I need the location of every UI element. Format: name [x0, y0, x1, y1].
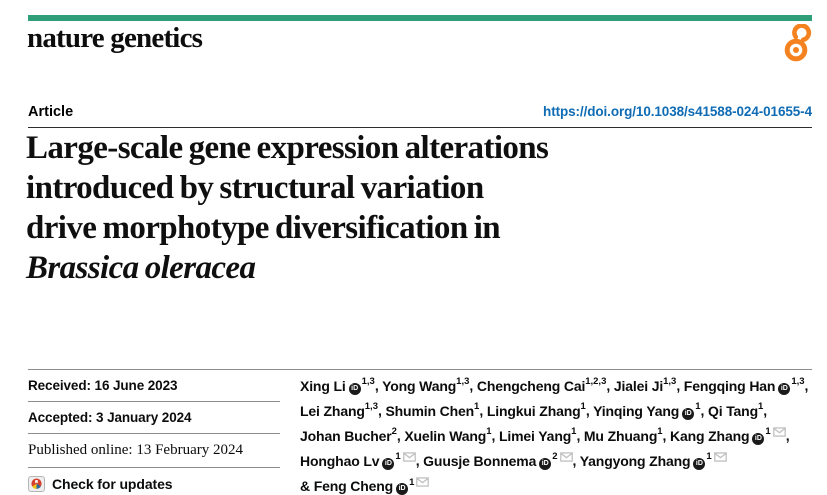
email-icon[interactable] — [416, 477, 430, 487]
orcid-icon[interactable]: iD — [539, 458, 552, 471]
affiliation-superscript: 1 — [409, 476, 415, 488]
open-access-icon — [783, 23, 813, 62]
author-list: Xing Li iD1,3, Yong Wang1,3, Chengcheng C… — [300, 376, 809, 495]
author: Lei Zhang1,3 — [300, 401, 378, 419]
accepted-date: Accepted: 3 January 2024 — [28, 402, 280, 434]
author: Johan Bucher2 — [300, 426, 397, 444]
author: Kang Zhang iD1 — [670, 426, 786, 445]
title-species-italic: Brassica oleracea — [26, 250, 256, 286]
affiliation-superscript: 1 — [474, 401, 480, 413]
affiliation-superscript: 2 — [391, 426, 397, 438]
author: Mu Zhuang1 — [583, 426, 663, 444]
affiliation-superscript: 1,3 — [791, 376, 805, 387]
affiliation-superscript: 1 — [571, 426, 577, 438]
author: Limei Yang1 — [498, 426, 577, 444]
title-line-1: Large-scale gene expression alterations — [26, 130, 549, 166]
author: Jialei Ji1,3 — [613, 376, 677, 394]
received-date: Received: 16 June 2023 — [28, 370, 280, 402]
author: Yangyong Zhang iD1 — [580, 451, 727, 471]
email-icon[interactable] — [713, 452, 727, 462]
author: Shumin Chen1 — [385, 401, 480, 419]
author: Lingkui Zhang1 — [486, 401, 586, 419]
orcid-icon[interactable]: iD — [396, 483, 409, 495]
affiliation-superscript: 1,2,3 — [585, 376, 607, 387]
title-line-2: introduced by structural variation — [26, 170, 484, 206]
orcid-icon[interactable]: iD — [382, 458, 395, 471]
affiliation-superscript: 1 — [486, 426, 492, 438]
affiliation-superscript: 1 — [695, 401, 701, 413]
orcid-icon[interactable]: iD — [682, 407, 695, 420]
author: Fengqing Han iD1,3 — [683, 376, 805, 395]
affiliation-superscript: 1 — [580, 401, 586, 413]
affiliation-superscript: 1 — [758, 401, 764, 413]
author: Qi Tang1 — [707, 401, 764, 419]
orcid-icon[interactable]: iD — [693, 458, 706, 471]
affiliation-superscript: 1,3 — [361, 376, 375, 387]
affiliation-superscript: 2 — [552, 451, 558, 463]
article-type-label: Article — [28, 104, 74, 120]
email-icon[interactable] — [402, 452, 416, 462]
orcid-icon[interactable]: iD — [348, 382, 361, 395]
author: Yong Wang1,3 — [382, 376, 470, 394]
author: Xing Li iD1,3 — [300, 376, 375, 395]
title-line-3: drive morphotype diversification in — [26, 210, 501, 246]
affiliation-superscript: 1,3 — [364, 401, 378, 413]
check-for-updates-label: Check for updates — [52, 476, 173, 492]
journal-accent-bar — [28, 15, 812, 21]
header-rule — [28, 127, 812, 128]
author: Chengcheng Cai1,2,3 — [476, 376, 607, 394]
author: Xuelin Wang1 — [404, 426, 492, 444]
email-icon[interactable] — [559, 452, 573, 462]
affiliation-superscript: 1 — [395, 451, 401, 463]
journal-logo: nature genetics — [27, 22, 203, 54]
affiliation-superscript: 1 — [706, 451, 712, 463]
published-date: Published online: 13 February 2024 — [28, 434, 280, 468]
crossmark-icon — [28, 476, 45, 492]
doi-link[interactable]: https://doi.org/10.1038/s41588-024-01655… — [543, 104, 812, 119]
article-meta-row: Article https://doi.org/10.1038/s41588-0… — [28, 104, 812, 120]
dates-panel: Received: 16 June 2023 Accepted: 3 Janua… — [28, 370, 280, 495]
author: Honghao Lv iD1 — [300, 451, 416, 471]
author: Guusje Bonnema iD2 — [423, 451, 573, 471]
check-for-updates-button[interactable]: Check for updates — [28, 468, 280, 495]
affiliation-superscript: 1,3 — [663, 376, 677, 387]
author: Yinqing Yang iD1 — [593, 401, 701, 420]
footer-top-rule — [28, 369, 812, 370]
orcid-icon[interactable]: iD — [778, 382, 791, 395]
affiliation-superscript: 1 — [765, 426, 771, 438]
article-title: Large-scale gene expression alterations … — [26, 128, 746, 288]
author: & Feng Cheng iD1 — [300, 476, 430, 495]
affiliation-superscript: 1,3 — [456, 376, 470, 387]
email-icon[interactable] — [772, 427, 786, 437]
orcid-icon[interactable]: iD — [752, 432, 765, 445]
affiliation-superscript: 1 — [657, 426, 663, 438]
